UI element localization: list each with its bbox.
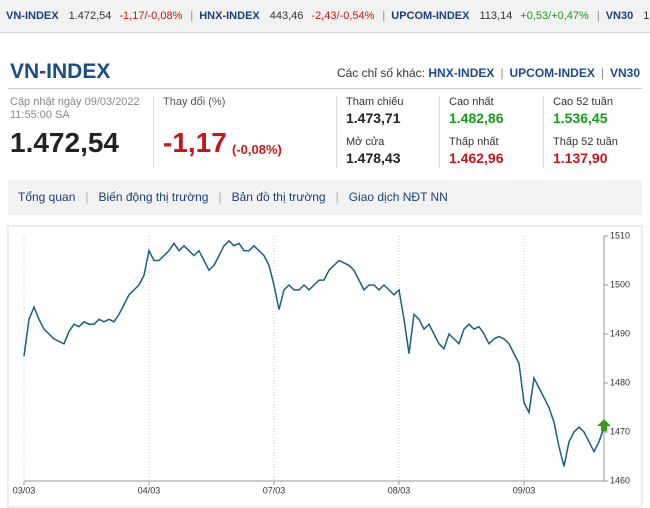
divider [153,96,154,168]
separator: | [600,66,604,80]
tab-bar: Tổng quan | Biến động thị trường | Bản đồ th… [8,180,642,215]
ticker-name[interactable]: VN30 [605,10,634,22]
y-tick-label: 1510 [610,230,630,240]
ticker-value: 1.472,54 [68,10,112,22]
stat-label: Cao nhất [449,96,494,108]
separator: | [190,10,194,22]
x-tick-label: 07/03 [263,485,286,495]
separator: | [382,10,386,22]
x-tick-label: 08/03 [388,485,411,495]
separator: | [85,190,89,204]
separator: | [500,66,504,80]
ticker-value: 443,46 [269,10,304,22]
divider [8,88,642,89]
trend-arrow [597,419,611,432]
other-label: Các chỉ số khác: [336,66,426,80]
stat-value: 1.536,45 [553,110,608,126]
price-line [23,239,605,467]
ticker-change: -2,43/-0,54% [311,10,375,22]
stat-value: 1.478,43 [346,150,401,166]
stat-value: 1.137,90 [553,150,608,166]
index-link[interactable]: HNX-INDEX [428,66,495,80]
index-link[interactable]: VN30 [609,66,640,80]
ticker-name[interactable]: VN-INDEX [6,10,59,22]
stat-label: Cao 52 tuần [553,96,613,108]
ticker-value: 113,14 [479,10,513,22]
divider [336,96,337,168]
tab[interactable]: Giao dịch NĐT NN [348,190,448,204]
separator: | [335,190,339,204]
stat-value: 1.482,86 [449,110,504,126]
update-info: Cập nhật ngày 09/03/2022 11:55:00 SA [10,96,140,122]
separator: | [596,10,600,22]
stat-label: Tham chiếu [346,96,404,108]
update-time: 11:55:00 SA [10,109,70,121]
tab[interactable]: Tổng quan [18,190,76,204]
tab[interactable]: Bản đồ thị trường [231,190,326,204]
tab[interactable]: Biến động thị trường [98,190,209,204]
stat: Tham chiếu 1.473,71 [346,96,403,126]
index-link[interactable]: UPCOM-INDEX [509,66,595,80]
ticker-name[interactable]: HNX-INDEX [199,10,260,22]
stat-label: Thấp nhất [449,136,499,148]
chart-frame [7,225,643,508]
stat: Mở cửa 1.478,43 [346,136,401,166]
stat-label: Mở cửa [346,136,385,148]
chart: 1460 1470 1480 1490 1500 1510 03/03 04/03 07/03 0… [7,225,643,508]
y-tick-label: 1460 [610,475,630,485]
y-tick-label: 1500 [610,279,630,289]
stat-label: Thấp 52 tuần [553,136,618,148]
divider [543,96,544,168]
price: 1.472,54 [10,127,119,158]
stat: Cao nhất 1.482,86 [449,96,504,126]
stat-value: 1.462,96 [449,150,504,166]
change-pct: (-0,08%) [232,142,282,157]
change: -1,17 [163,127,227,158]
stat: Cao 52 tuần 1.536,45 [553,96,613,126]
divider [439,96,440,168]
stat: Thấp nhất 1.462,96 [449,136,504,166]
ticker-change: -1,17/-0,08% [119,10,183,22]
ticker-value: 1.491 [643,10,650,22]
y-tick-label: 1490 [610,328,630,338]
other-indices: Các chỉ số khác: HNX-INDEX | UPCOM-INDEX | V… [337,66,640,80]
x-tick-label: 04/03 [138,485,161,495]
change-label: Thay đổi (%) [163,96,226,108]
ticker-name[interactable]: UPCOM-INDEX [391,10,470,22]
ticker-change: +0,53/+0,47% [520,10,589,22]
x-tick-label: 03/03 [13,485,36,495]
index-title: VN-INDEX [10,60,111,83]
y-tick-label: 1480 [610,377,630,387]
x-tick-label: 09/03 [513,485,536,495]
ticker-bar: VN-INDEX 1.472,54 -1,17/-0,08% | HNX-INDEX 44… [0,0,650,33]
y-tick-label: 1470 [610,426,630,436]
separator: | [218,190,222,204]
update-date: Cập nhật ngày 09/03/2022 [10,96,140,108]
stat: Thấp 52 tuần 1.137,90 [553,136,618,166]
stat-value: 1.473,71 [346,110,401,126]
